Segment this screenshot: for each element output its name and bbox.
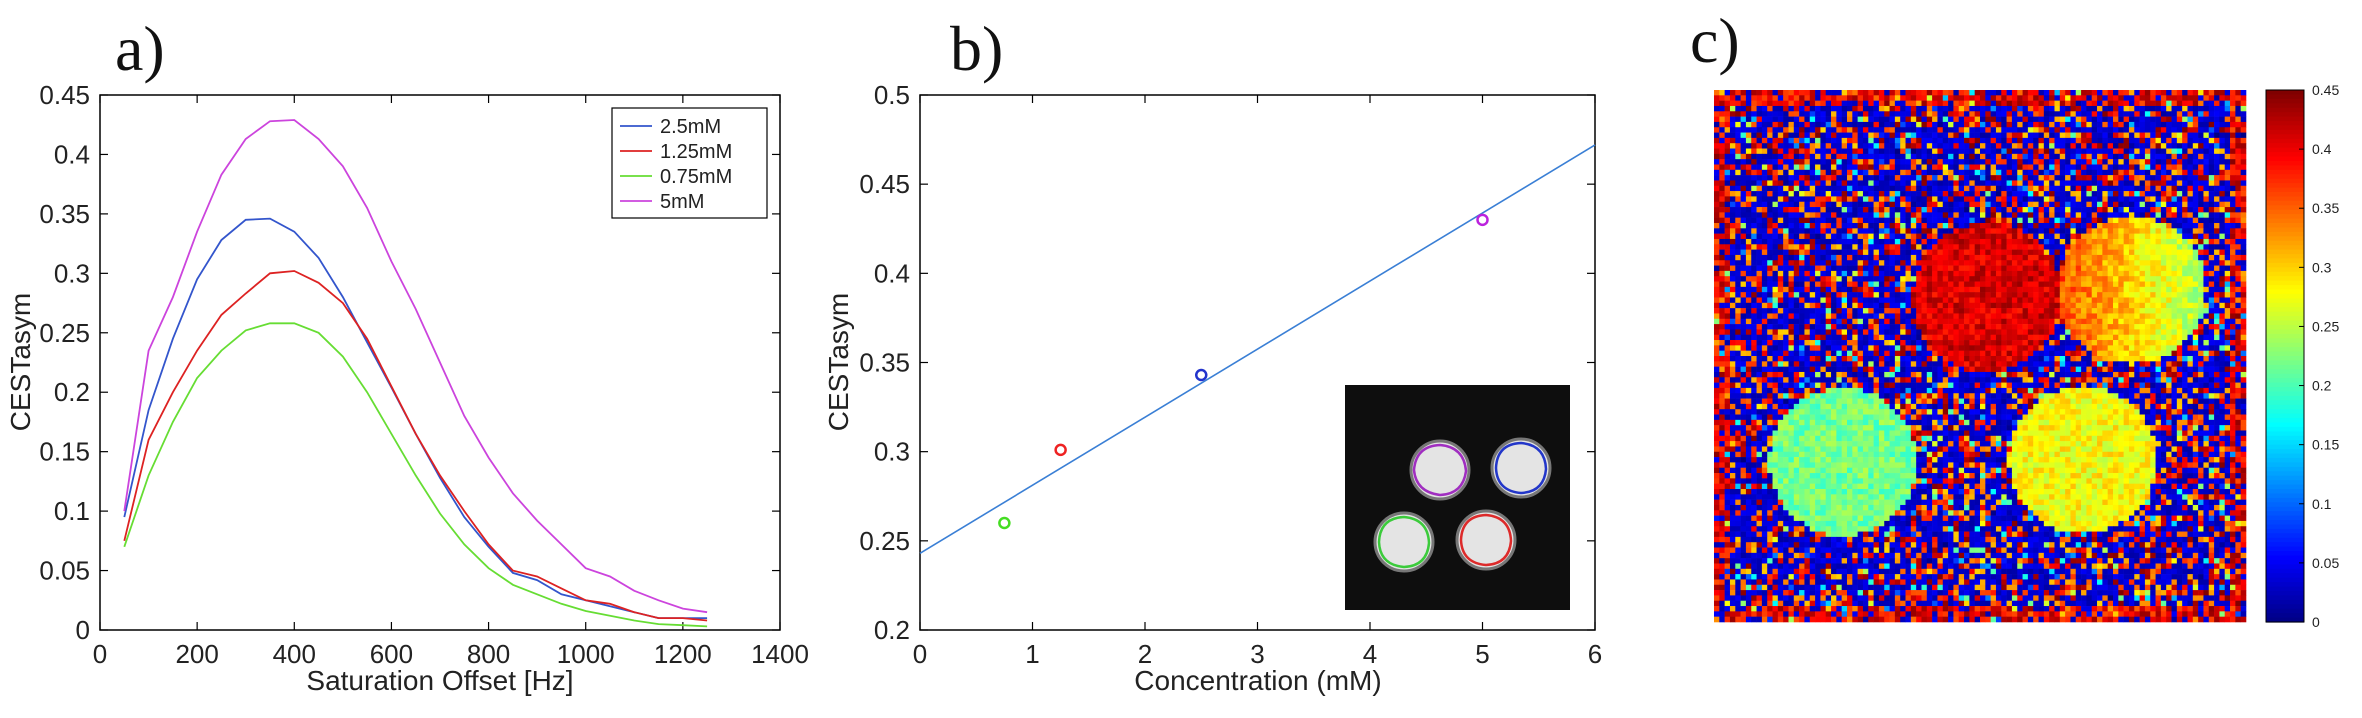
b-ytick-label: 0.3 <box>874 437 910 467</box>
legend-label: 1.25mM <box>660 141 732 163</box>
inset-background <box>1345 385 1570 610</box>
y-axis-title-a: CESTasym <box>5 293 36 431</box>
a-ytick-label: 0.4 <box>54 139 90 169</box>
a-ytick-label: 0 <box>76 615 90 645</box>
a-ytick-label: 0.35 <box>39 199 90 229</box>
colorbar-tick-label: 0.45 <box>2312 82 2339 98</box>
scatter-chart-b: 0 1 2 3 4 5 6 0.2 0.25 0.3 0.35 0.4 0.45 0.5 Concentr… <box>823 80 1602 696</box>
vial-purple <box>1409 439 1471 501</box>
b-xtick-label: 0 <box>913 639 927 669</box>
b-xtick-label: 5 <box>1475 639 1489 669</box>
colorbar-tick-label: 0.4 <box>2312 141 2332 157</box>
a-xtick-label: 400 <box>273 639 316 669</box>
a-xtick-label: 200 <box>175 639 218 669</box>
legend-label: 5mM <box>660 191 704 213</box>
heatmap-c: 0 0.05 0.1 0.15 0.2 0.25 0.3 0.35 0.4 0.45 <box>1714 82 2339 630</box>
colorbar-tick-label: 0.35 <box>2312 200 2339 216</box>
b-ytick-label: 0.4 <box>874 258 910 288</box>
colorbar-tick-label: 0.25 <box>2312 318 2339 334</box>
b-xtick-label: 1 <box>1025 639 1039 669</box>
background-noise <box>1714 90 2247 623</box>
colorbar-tick-label: 0.15 <box>2312 437 2339 453</box>
y-axis-title-b: CESTasym <box>823 293 854 431</box>
roi-blue <box>1494 441 1548 495</box>
series-line-0.75mM <box>123 322 708 628</box>
a-xtick-label: 1200 <box>654 639 712 669</box>
data-point-2 <box>1195 368 1208 382</box>
legend-label: 0.75mM <box>660 166 732 188</box>
colorbar-tick-label: 0.2 <box>2312 378 2332 394</box>
roi-red <box>1459 513 1513 567</box>
colorbar-frame <box>2265 89 2305 623</box>
colorbar-tick-label: 0.3 <box>2312 259 2332 275</box>
x-axis-title-b: Concentration (mM) <box>1134 665 1381 696</box>
a-xtick-label: 1000 <box>557 639 615 669</box>
colorbar-tick-label: 0 <box>2312 614 2320 630</box>
b-ytick-label: 0.2 <box>874 615 910 645</box>
data-point-1 <box>1054 443 1067 457</box>
vial-green <box>1373 511 1435 573</box>
vial-blue <box>1490 437 1552 499</box>
a-ytick-label: 0.1 <box>54 496 90 526</box>
b-ytick-label: 0.35 <box>859 348 910 378</box>
panel-label-c: c) <box>1690 5 1740 76</box>
data-point-0 <box>998 516 1011 530</box>
vial-red <box>1455 509 1517 571</box>
roi-green <box>1377 515 1431 569</box>
a-ytick-label: 0.2 <box>54 377 90 407</box>
legend-a: 2.5mM 1.25mM 0.75mM 5mM <box>611 107 768 219</box>
colorbar-tick-label: 0.1 <box>2312 496 2332 512</box>
b-ytick-label: 0.5 <box>874 80 910 110</box>
b-xtick-label: 3 <box>1250 639 1264 669</box>
axis-ticks-a: 0 200 400 600 800 1000 1200 1400 0 0.05 0.1 0.15 0.2… <box>39 80 809 669</box>
series-lines-a <box>123 119 708 628</box>
a-ytick-label: 0.45 <box>39 80 90 110</box>
data-point-3 <box>1476 213 1489 227</box>
axis-ticks-b: 0 1 2 3 4 5 6 0.2 0.25 0.3 0.35 0.4 0.45 0.5 <box>859 80 1602 669</box>
a-xtick-label: 0 <box>93 639 107 669</box>
b-ytick-label: 0.25 <box>859 526 910 556</box>
colorbar-tick-label: 0.05 <box>2312 555 2339 571</box>
a-ytick-label: 0.25 <box>39 318 90 348</box>
series-line-1.25mM <box>123 270 708 622</box>
data-points-b <box>998 213 1489 530</box>
colorbar: 0 0.05 0.1 0.15 0.2 0.25 0.3 0.35 0.4 0.45 <box>2265 82 2339 630</box>
panel-label-b: b) <box>950 13 1003 84</box>
b-xtick-label: 4 <box>1363 639 1377 669</box>
x-axis-title-a: Saturation Offset [Hz] <box>306 665 573 696</box>
cest-map-image <box>1714 90 2247 623</box>
panel-label-a: a) <box>115 13 165 84</box>
roi-purple <box>1412 443 1468 497</box>
a-ytick-label: 0.15 <box>39 437 90 467</box>
b-ytick-label: 0.45 <box>859 169 910 199</box>
series-line-5mM <box>123 119 708 614</box>
a-ytick-label: 0.3 <box>54 258 90 288</box>
b-xtick-label: 6 <box>1588 639 1602 669</box>
phantom-photo-inset <box>1345 385 1570 610</box>
a-ytick-label: 0.05 <box>39 556 90 586</box>
line-chart-a: 0 200 400 600 800 1000 1200 1400 0 0.05 0.1 0.15 0.2… <box>5 80 809 696</box>
b-xtick-label: 2 <box>1138 639 1152 669</box>
legend-label: 2.5mM <box>660 116 721 138</box>
a-xtick-label: 1400 <box>751 639 809 669</box>
a-xtick-label: 800 <box>467 639 510 669</box>
fit-line <box>919 144 1596 555</box>
a-xtick-label: 600 <box>370 639 413 669</box>
